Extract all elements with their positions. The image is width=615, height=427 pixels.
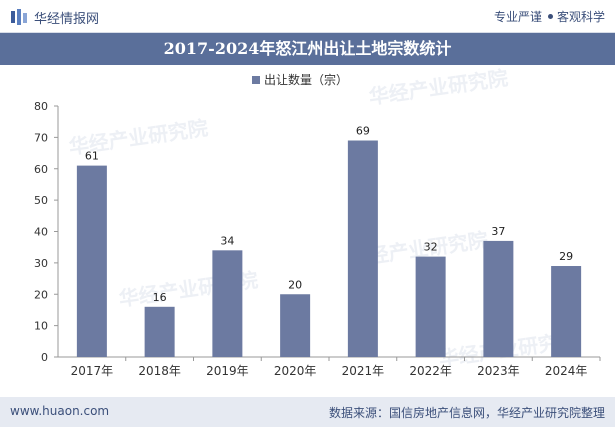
- slogan: 专业严谨 客观科学: [494, 8, 605, 25]
- bar-chart: 华经产业研究院华经产业研究院华经产业研究院华经产业研究院华经产业研究院出让数量（…: [34, 66, 601, 378]
- legend-label: 出让数量（宗）: [264, 72, 348, 87]
- bar: [551, 266, 582, 357]
- x-tick-label: 2021年: [342, 364, 385, 378]
- data-label: 29: [559, 250, 573, 263]
- y-tick-label: 60: [34, 163, 48, 176]
- chart-title: 2017-2024年怒江州出让土地宗数统计: [163, 39, 452, 58]
- data-source: 数据来源：国信房地产信息网，华经产业研究院整理: [328, 406, 605, 420]
- footer: www.huaon.com 数据来源：国信房地产信息网，华经产业研究院整理: [0, 397, 615, 427]
- brand-name: 华经情报网: [34, 12, 100, 27]
- bar: [212, 250, 243, 357]
- slogan-left: 专业严谨: [493, 10, 542, 24]
- x-tick-label: 2018年: [138, 364, 181, 378]
- chart-area: 华经产业研究院华经产业研究院华经产业研究院华经产业研究院华经产业研究院出让数量（…: [0, 66, 615, 396]
- x-tick-label: 2019年: [206, 364, 249, 378]
- data-label: 20: [288, 278, 302, 291]
- data-label: 37: [491, 225, 505, 238]
- data-label: 61: [85, 150, 99, 163]
- huajing-logo-icon: [11, 9, 27, 25]
- website-link[interactable]: www.huaon.com: [10, 404, 110, 418]
- title-bar: 2017-2024年怒江州出让土地宗数统计: [0, 33, 615, 65]
- data-label: 16: [153, 291, 167, 304]
- y-tick-label: 20: [34, 288, 48, 301]
- bar: [144, 306, 175, 357]
- top-bar: 华经情报网 专业严谨 客观科学: [0, 0, 615, 33]
- y-tick-label: 80: [34, 100, 48, 113]
- x-tick-label: 2017年: [71, 364, 114, 378]
- bar: [280, 294, 311, 357]
- separator-dot-icon: [547, 14, 553, 19]
- data-label: 32: [424, 241, 438, 254]
- y-tick-label: 70: [34, 131, 48, 144]
- y-tick-label: 30: [34, 257, 48, 270]
- y-tick-label: 50: [34, 194, 48, 207]
- x-tick-label: 2023年: [477, 364, 520, 378]
- data-label: 34: [220, 234, 234, 247]
- bar: [76, 165, 107, 357]
- bar: [483, 240, 514, 357]
- x-tick-label: 2020年: [274, 364, 317, 378]
- x-tick-label: 2022年: [409, 364, 452, 378]
- data-label: 69: [356, 125, 370, 138]
- x-tick-label: 2024年: [545, 364, 588, 378]
- bar: [415, 256, 446, 357]
- slogan-right: 客观科学: [556, 10, 605, 24]
- y-tick-label: 10: [34, 320, 48, 333]
- y-tick-label: 40: [34, 226, 48, 239]
- legend-swatch: [252, 76, 260, 84]
- watermark-text: 华经产业研究院: [367, 66, 509, 109]
- y-tick-label: 0: [41, 351, 48, 364]
- bar: [347, 140, 378, 357]
